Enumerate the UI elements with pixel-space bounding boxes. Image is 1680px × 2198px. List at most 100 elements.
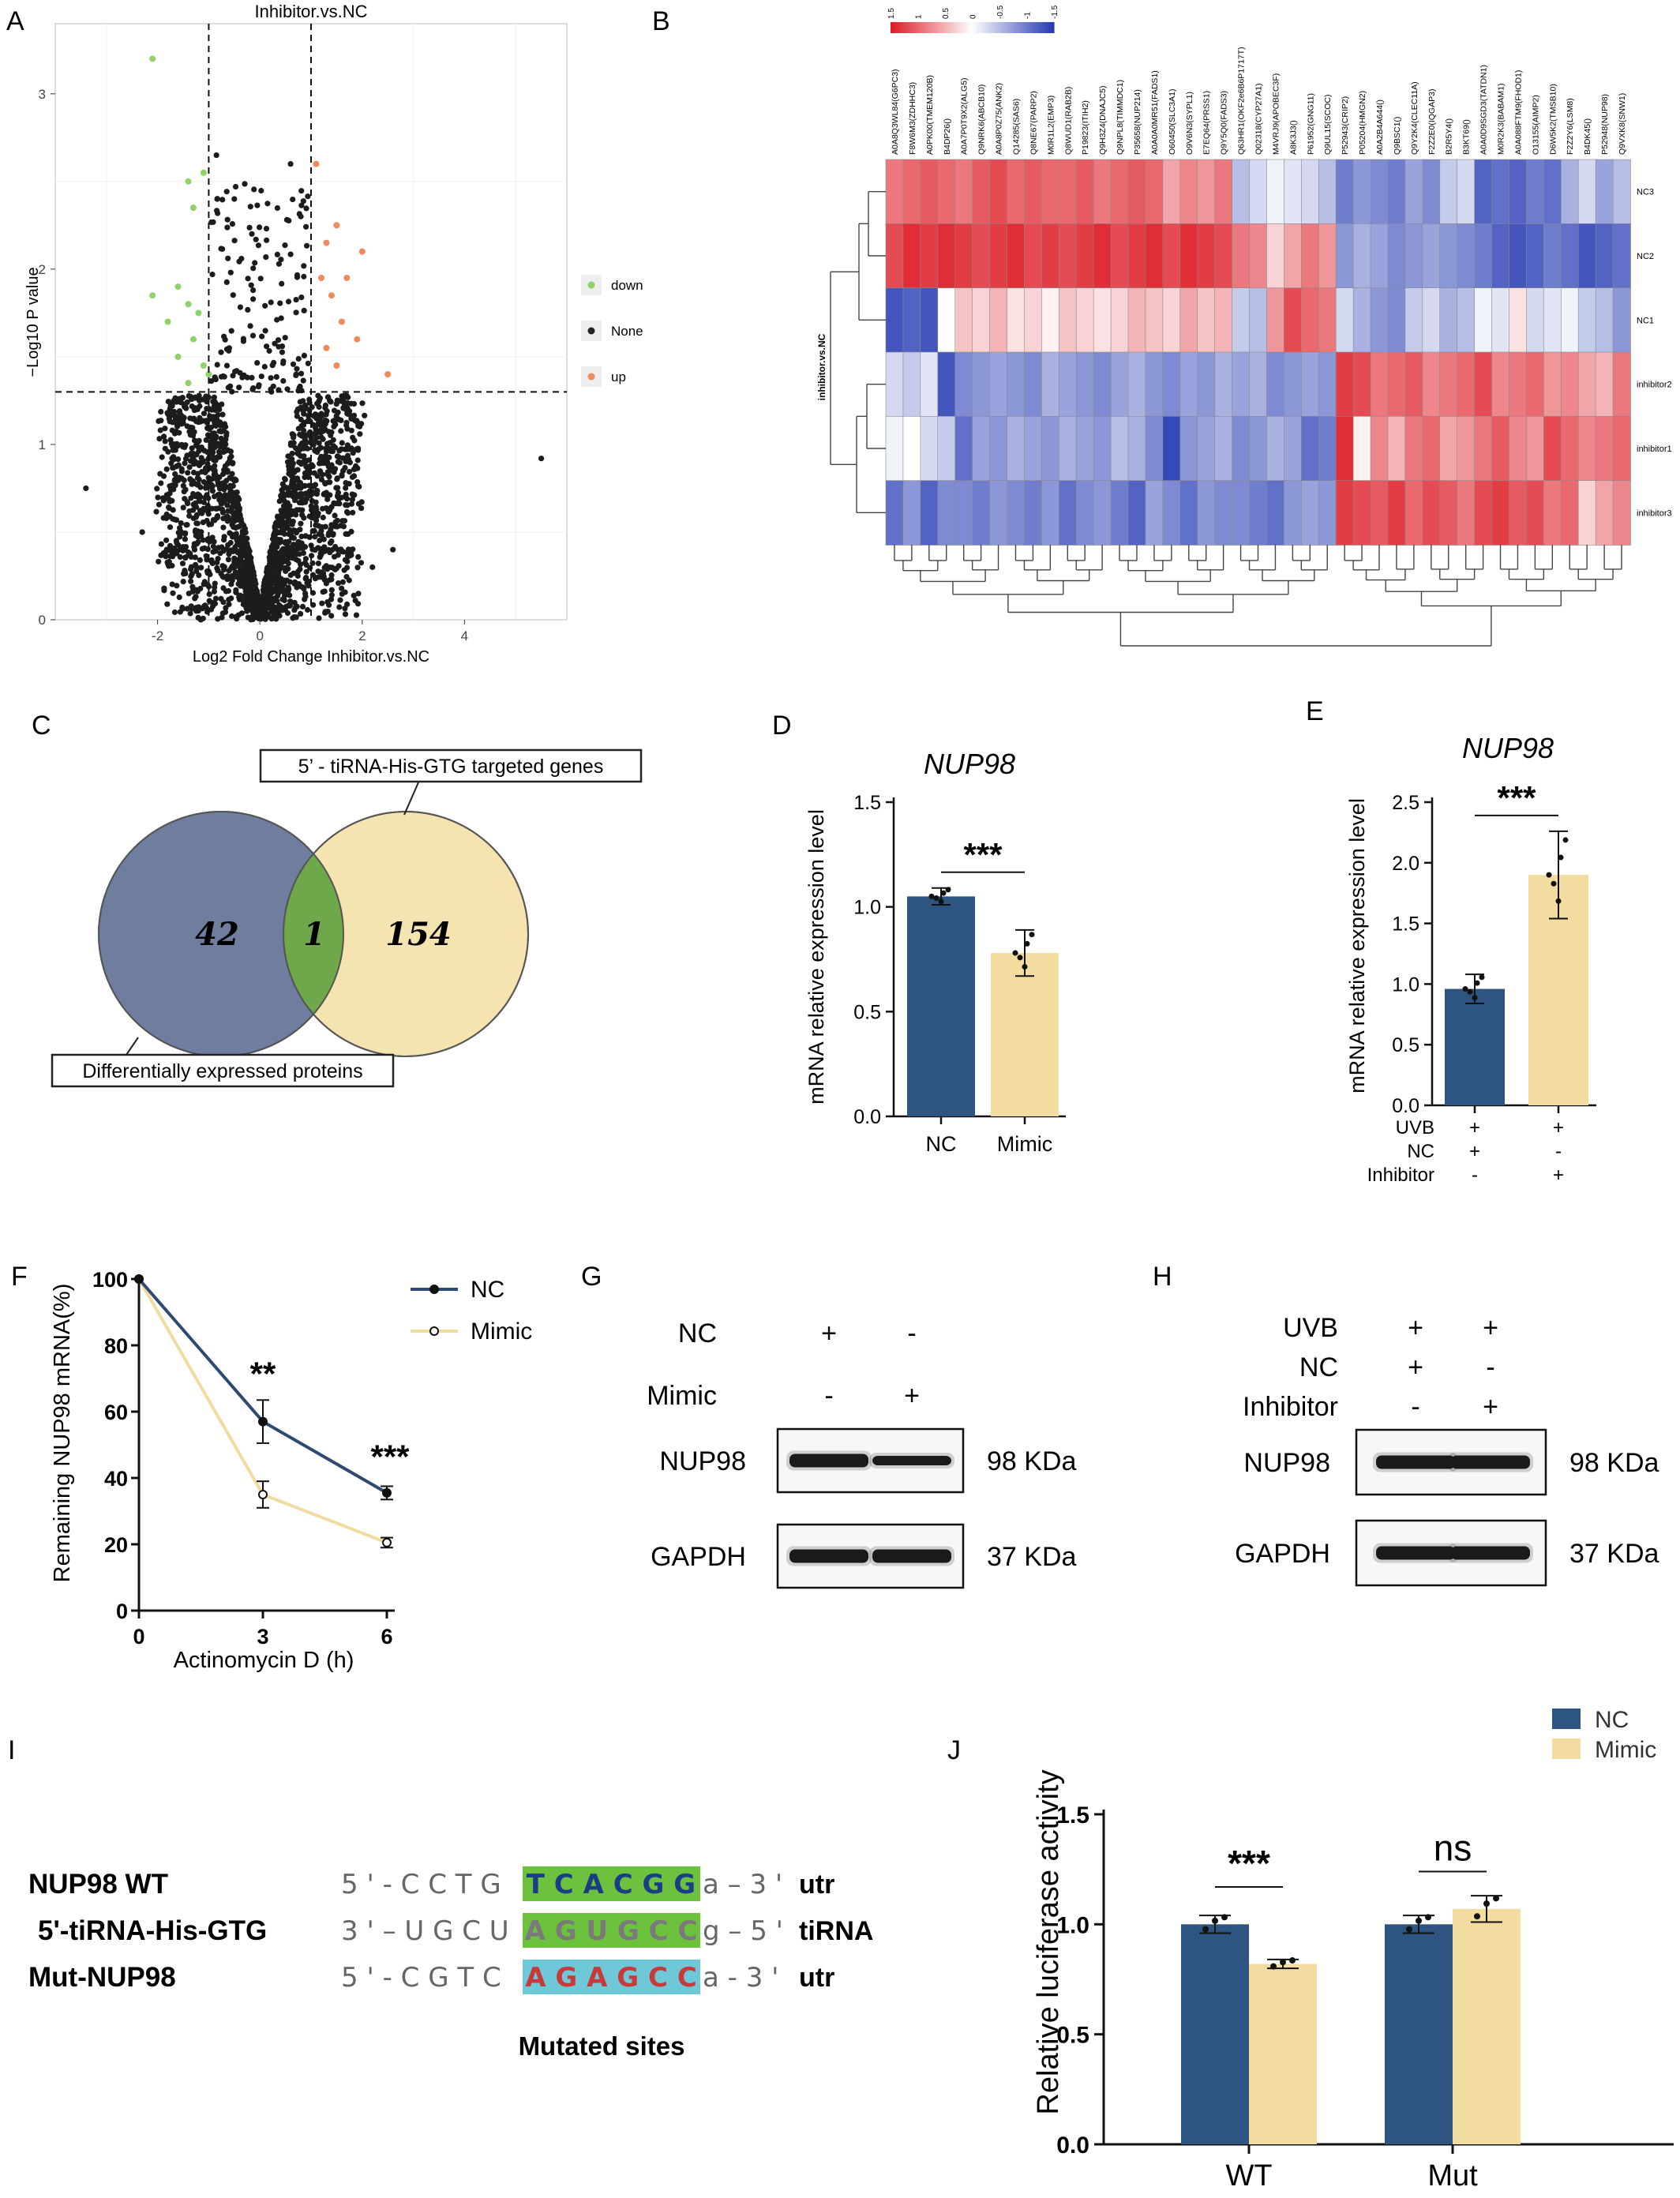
volcano-point-none — [294, 272, 301, 278]
bar-d-bar — [991, 953, 1059, 1116]
heatmap-cell — [1491, 159, 1510, 225]
heatmap-cell — [937, 223, 956, 289]
heatmap-cell — [989, 416, 1008, 482]
heatmap-cell — [1595, 416, 1614, 482]
heatmap-cell — [1474, 159, 1493, 225]
volcano-point-none — [233, 534, 239, 541]
volcano-point-none — [280, 377, 287, 384]
heatmap-cell — [972, 223, 991, 289]
volcano-point-none — [193, 594, 199, 600]
volcano-point-none — [208, 606, 215, 613]
heatmap-cell — [1509, 416, 1528, 482]
heatmap-scale-segment — [1051, 22, 1055, 33]
heatmap-cell — [1145, 223, 1164, 289]
volcano-point-none — [303, 205, 309, 212]
volcano-point-none — [310, 422, 317, 429]
volcano-point-none — [154, 486, 160, 492]
volcano-point-none — [224, 224, 231, 231]
volcano-point-none — [284, 512, 291, 518]
heatmap-cell — [1526, 159, 1545, 225]
bar-e-data-point — [1462, 986, 1468, 992]
volcano-point-none — [274, 204, 280, 212]
bar-d-y-label: mRNA relative expression level — [804, 809, 828, 1105]
heatmap-cell — [920, 351, 939, 418]
heatmap-scale-segment — [895, 22, 899, 33]
seq-site: A G A G C C — [525, 1962, 697, 1994]
volcano-point-none — [358, 505, 365, 512]
blot-g-band-size: 98 KDa — [987, 1446, 1076, 1476]
heatmap-cell — [1266, 351, 1285, 418]
volcano-y-tick-label: 3 — [39, 87, 46, 102]
volcano-point-none — [317, 414, 323, 422]
heatmap-cell — [1543, 287, 1562, 353]
bar-d-data-point — [1024, 940, 1030, 947]
volcano-point-none — [300, 377, 306, 384]
heatmap-cell — [937, 287, 956, 353]
volcano-point-none — [173, 517, 180, 523]
volcano-point-none — [290, 361, 297, 367]
volcano-point-down — [174, 353, 182, 360]
bar-d-y-tick-label: 1.5 — [853, 792, 881, 814]
heatmap-cell — [1439, 416, 1458, 482]
heatmap-scale-segment — [931, 22, 935, 33]
heatmap-cell — [1370, 159, 1389, 225]
volcano-point-none — [155, 494, 161, 501]
volcano-point-none — [275, 514, 281, 520]
bar-d-data-point — [1017, 955, 1023, 961]
volcano-point-none — [242, 526, 248, 532]
volcano-point-none — [199, 468, 205, 475]
volcano-legend-dot — [587, 327, 595, 335]
volcano-point-none — [304, 242, 310, 249]
volcano-point-none — [339, 585, 345, 591]
volcano-point-none — [270, 383, 276, 389]
volcano-point-none — [175, 542, 182, 548]
heatmap-cell — [1318, 416, 1337, 482]
seq-site-highlight — [523, 1866, 700, 1901]
heatmap-scale-segment — [964, 22, 968, 33]
bar-e-condition-mark: + — [1553, 1117, 1564, 1138]
volcano-point-none — [308, 503, 314, 509]
heatmap-cell — [902, 480, 921, 546]
heatmap-cell — [1318, 223, 1337, 289]
volcano-point-none — [328, 572, 335, 579]
heatmap-column-label: B3KT69() — [1462, 119, 1472, 155]
volcano-x-tick-label: 2 — [358, 628, 366, 643]
volcano-point-none — [210, 543, 216, 550]
heatmap-cell — [1301, 416, 1320, 482]
volcano-point-none — [266, 574, 272, 580]
heatmap-cell — [1059, 416, 1078, 482]
volcano-point-none — [281, 597, 287, 604]
heatmap-cell — [920, 416, 939, 482]
volcano-point-none — [322, 452, 328, 459]
volcano-point-none — [216, 405, 222, 411]
blot-g-band-label: NUP98 — [659, 1446, 746, 1476]
heatmap-cell — [1543, 480, 1562, 546]
panel-letter-g: G — [581, 1262, 602, 1292]
volcano-point-none — [158, 408, 164, 415]
volcano-point-none — [301, 459, 307, 465]
volcano-point-none — [347, 549, 354, 556]
volcano-point-none — [236, 594, 242, 600]
heatmap-column-label: A0A0D9SGD3(TATDN1) — [1479, 65, 1489, 155]
volcano-point-none — [355, 501, 362, 507]
venn-diagram: 42 1 154 5’ - tiRNA-His-GTG targeted gen… — [51, 748, 643, 1088]
heatmap-column-label: P61952(GNG11) — [1306, 93, 1315, 155]
volcano-point-none — [272, 565, 278, 571]
volcano-point-none — [236, 523, 242, 530]
volcano-point-none — [295, 538, 302, 546]
heatmap-cell — [1526, 480, 1545, 546]
volcano-point-none — [219, 197, 226, 203]
bar-e-data-point — [1555, 898, 1562, 904]
volcano-point-none — [298, 213, 304, 219]
volcano-point-none — [238, 519, 245, 525]
volcano-point-none — [233, 548, 239, 554]
bar-j-x-label: WT — [1225, 2159, 1272, 2192]
volcano-point-none — [355, 445, 362, 452]
volcano-point-none — [188, 495, 194, 501]
heatmap-cell — [1249, 480, 1268, 546]
volcano-point-none — [215, 479, 221, 486]
heatmap-cell — [1145, 416, 1164, 482]
heatmap-cell — [937, 351, 956, 418]
volcano-point-none — [331, 407, 338, 414]
volcano-point-none — [264, 565, 271, 572]
